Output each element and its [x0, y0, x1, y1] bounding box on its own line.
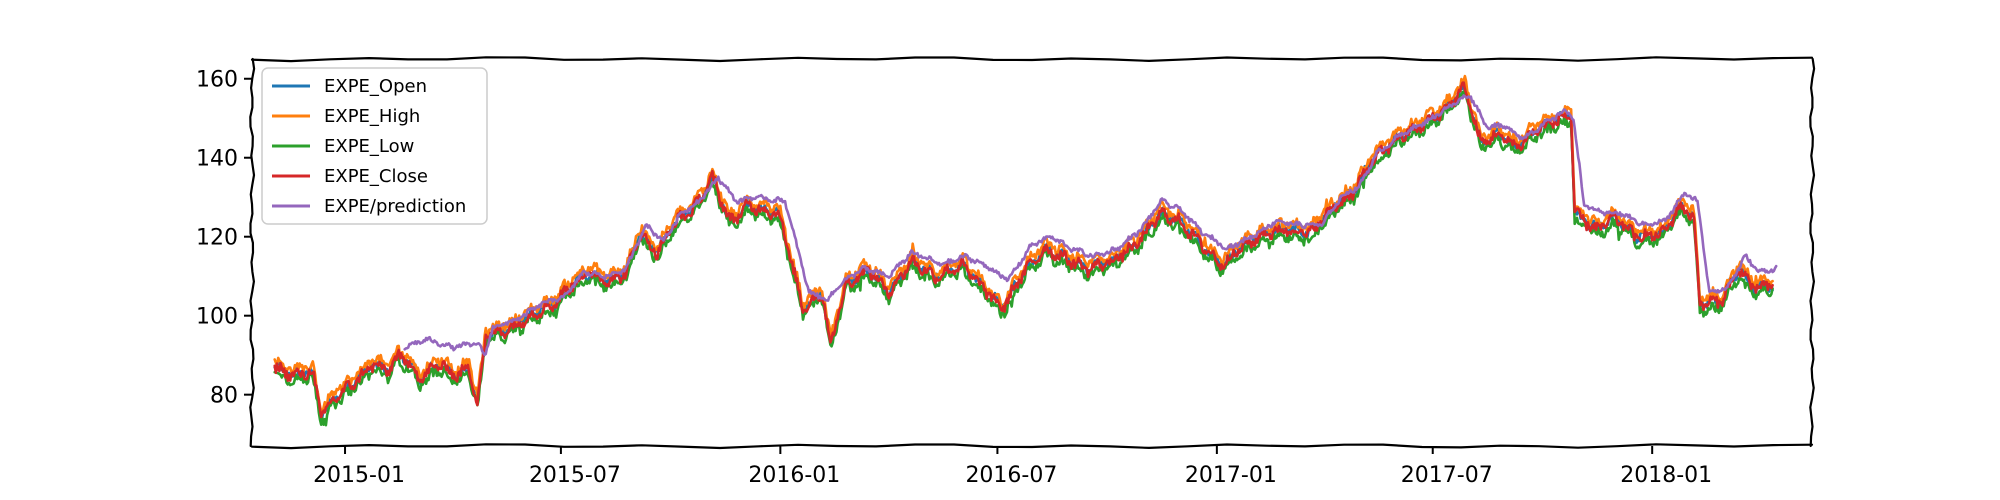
y-tick-label: 80 [210, 384, 238, 409]
x-tick-label: 2015-01 [313, 463, 405, 488]
legend-label-expe-prediction: EXPE/prediction [324, 196, 466, 217]
frame-left [249, 57, 256, 448]
frame-top [250, 56, 1814, 63]
x-axis: 2015-01 2015-07 2016-01 2016-07 2017-01 2017-… [313, 446, 1712, 488]
legend-label-expe-high: EXPE_High [324, 106, 420, 127]
y-tick-label: 140 [196, 147, 238, 172]
legend: EXPE_Open EXPE_High EXPE_Low EXPE_Close EXPE… [261, 67, 488, 225]
frame-bottom [250, 443, 1814, 450]
y-axis: 80 100 120 140 160 [196, 68, 252, 409]
x-tick-label: 2018-01 [1620, 463, 1712, 488]
series-line-expe-close [273, 81, 1774, 419]
y-tick-label: 100 [196, 305, 238, 330]
legend-label-expe-open: EXPE_Open [324, 76, 427, 97]
series-line-expe-prediction [403, 94, 1778, 357]
x-tick-label: 2016-01 [748, 463, 840, 488]
x-tick-label: 2017-07 [1401, 463, 1493, 488]
x-tick-label: 2017-01 [1185, 463, 1277, 488]
plot-frame [249, 56, 1816, 450]
y-tick-label: 120 [196, 226, 238, 251]
x-tick-label: 2015-07 [529, 463, 621, 488]
frame-right [1809, 57, 1816, 448]
legend-label-expe-low: EXPE_Low [324, 136, 414, 157]
y-tick-label: 160 [196, 68, 238, 93]
x-tick-label: 2016-07 [965, 463, 1057, 488]
legend-box [261, 67, 488, 225]
legend-label-expe-close: EXPE_Close [324, 166, 428, 187]
series-layer [273, 74, 1778, 427]
